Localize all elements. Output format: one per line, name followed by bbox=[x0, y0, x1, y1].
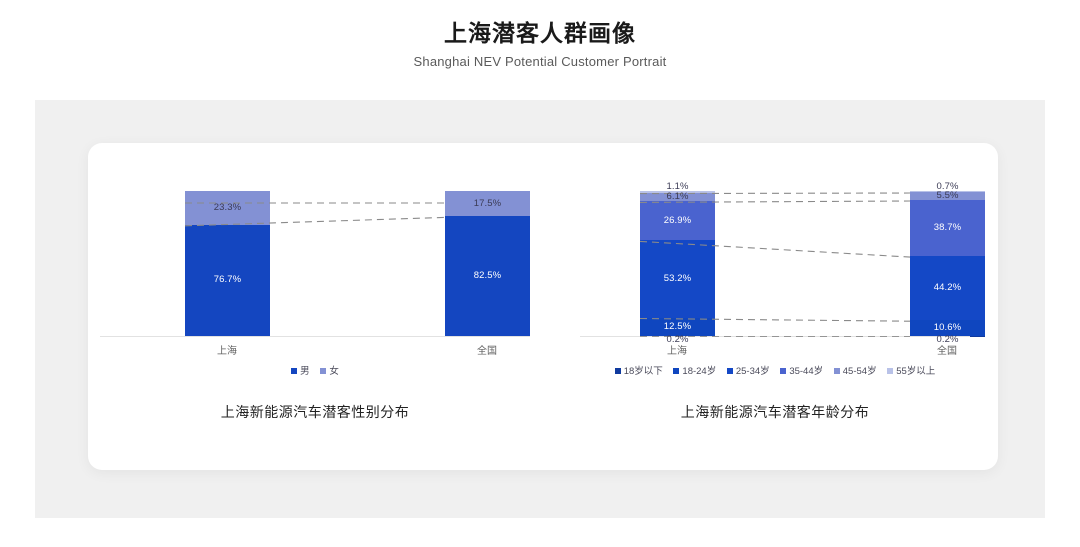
age-plot-area: 0.2% 12.5% 53.2% 26.9% 6.1% 1.1% bbox=[580, 182, 985, 345]
age-segment-label: 0.2% bbox=[666, 334, 689, 345]
legend-swatch-icon bbox=[780, 368, 787, 374]
age-xtick-shanghai: 上海 bbox=[667, 346, 687, 357]
age-segment-35-44-national: 38.7% bbox=[910, 200, 985, 257]
gender-segment-label: 82.5% bbox=[473, 270, 502, 282]
gender-segment-male-shanghai: 76.7% bbox=[185, 224, 270, 336]
legend-swatch-icon bbox=[887, 368, 894, 374]
age-legend-item-45-54[interactable]: 45-54岁 bbox=[833, 365, 877, 380]
page-subtitle: Shanghai NEV Potential Customer Portrait bbox=[413, 54, 667, 69]
gender-segment-label: 17.5% bbox=[473, 197, 502, 209]
age-segment-25-34-national: 44.2% bbox=[910, 256, 985, 321]
age-segment-55plus-national: 0.7% bbox=[910, 182, 985, 193]
age-segment-label: 44.2% bbox=[933, 282, 962, 294]
age-segment-18-24-shanghai: 12.5% bbox=[640, 317, 715, 336]
gender-legend-item-female[interactable]: 女 bbox=[320, 365, 339, 380]
gender-xtick-shanghai: 上海 bbox=[217, 346, 237, 357]
legend-swatch-icon bbox=[673, 368, 680, 374]
age-segment-label: 53.2% bbox=[663, 273, 692, 285]
age-legend-item-under18[interactable]: 18岁以下 bbox=[614, 365, 663, 380]
age-legend-label: 35-44岁 bbox=[789, 366, 824, 377]
gender-legend-label: 男 bbox=[300, 366, 310, 377]
age-legend: 18岁以下 18-24岁 25-34岁 35-44岁 45-54岁 55岁以上 bbox=[580, 365, 970, 380]
gender-segment-female-national: 17.5% bbox=[445, 191, 530, 217]
age-segment-35-44-shanghai: 26.9% bbox=[640, 201, 715, 241]
gender-segment-female-shanghai: 23.3% bbox=[185, 191, 270, 225]
age-segment-label: 5.5% bbox=[936, 190, 959, 202]
age-segment-label: 0.2% bbox=[936, 334, 959, 345]
age-legend-item-55plus[interactable]: 55岁以上 bbox=[887, 365, 935, 380]
gender-legend: 男 女 bbox=[100, 365, 530, 380]
age-segment-label: 26.9% bbox=[663, 214, 692, 226]
age-segment-45-54-national: 5.5% bbox=[910, 190, 985, 202]
age-segment-25-34-shanghai: 53.2% bbox=[640, 240, 715, 318]
age-segment-label: 10.6% bbox=[933, 322, 962, 334]
age-chart-block: 0.2% 12.5% 53.2% 26.9% 6.1% 1.1% bbox=[580, 180, 985, 425]
age-bar-shanghai: 0.2% 12.5% 53.2% 26.9% 6.1% 1.1% bbox=[640, 182, 715, 345]
legend-swatch-icon bbox=[614, 368, 621, 374]
age-chart-caption: 上海新能源汽车潜客年龄分布 bbox=[680, 403, 870, 420]
age-legend-label: 18岁以下 bbox=[623, 366, 663, 377]
legend-swatch-icon bbox=[320, 368, 327, 374]
gender-xtick-national: 全国 bbox=[477, 346, 497, 357]
gender-chart-block: 76.7% 23.3% 82.5% 17.5% 上海 全国 bbox=[100, 180, 530, 425]
age-segment-label: 6.1% bbox=[666, 191, 689, 203]
gender-legend-label: 女 bbox=[329, 366, 339, 377]
age-segment-18-24-national: 10.6% bbox=[910, 320, 985, 336]
age-legend-label: 55岁以上 bbox=[896, 366, 936, 377]
age-legend-label: 18-24岁 bbox=[682, 366, 717, 377]
age-segment-55plus-shanghai: 1.1% bbox=[640, 182, 715, 193]
legend-swatch-icon bbox=[291, 368, 298, 374]
age-legend-label: 25-34岁 bbox=[735, 366, 770, 377]
age-legend-item-35-44[interactable]: 35-44岁 bbox=[780, 365, 823, 380]
age-segment-label: 1.1% bbox=[666, 181, 689, 193]
age-segment-45-54-shanghai: 6.1% bbox=[640, 191, 715, 203]
gender-axis-line bbox=[100, 336, 530, 337]
age-segment-label: 38.7% bbox=[933, 222, 962, 234]
age-x-axis: 上海 全国 bbox=[580, 339, 970, 359]
gender-plot-area: 76.7% 23.3% 82.5% 17.5% bbox=[100, 191, 530, 337]
age-segment-label: 0.7% bbox=[936, 181, 959, 193]
gender-bar-shanghai: 76.7% 23.3% bbox=[185, 191, 270, 336]
gender-legend-item-male[interactable]: 男 bbox=[291, 365, 310, 380]
age-segment-label: 12.5% bbox=[663, 320, 692, 332]
age-xtick-national: 全国 bbox=[937, 346, 957, 357]
gender-segment-label: 23.3% bbox=[213, 201, 242, 213]
gender-chart-caption: 上海新能源汽车潜客性别分布 bbox=[220, 403, 410, 420]
gender-bar-national: 82.5% 17.5% bbox=[445, 191, 530, 336]
age-axis-line bbox=[580, 336, 970, 337]
age-legend-item-25-34[interactable]: 25-34岁 bbox=[726, 365, 770, 380]
legend-swatch-icon bbox=[833, 368, 840, 374]
age-bar-national: 0.2% 10.6% 44.2% 38.7% 5.5% 0.7% bbox=[910, 182, 985, 345]
age-legend-item-18-24[interactable]: 18-24岁 bbox=[673, 365, 716, 380]
age-legend-label: 45-54岁 bbox=[842, 366, 877, 377]
legend-swatch-icon bbox=[726, 368, 733, 374]
gender-segment-male-national: 82.5% bbox=[445, 216, 530, 336]
page-header: 上海潜客人群画像 Shanghai NEV Potential Customer… bbox=[0, 18, 1080, 72]
gender-segment-label: 76.7% bbox=[213, 274, 242, 286]
page-title: 上海潜客人群画像 bbox=[444, 20, 636, 46]
gender-x-axis: 上海 全国 bbox=[100, 339, 530, 359]
